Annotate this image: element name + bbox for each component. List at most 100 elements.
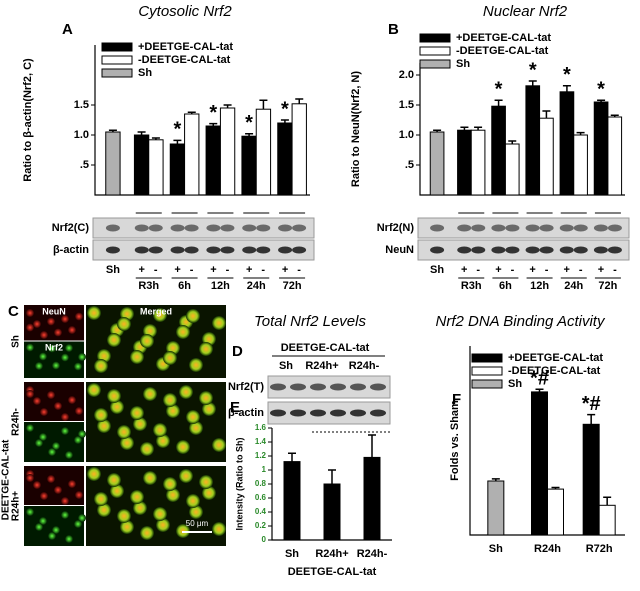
- lane-label: Sh: [106, 264, 120, 276]
- bar: [205, 125, 221, 196]
- blot-band: [491, 246, 506, 254]
- bar: [525, 85, 541, 196]
- cell: [26, 390, 34, 398]
- cell: [94, 492, 108, 506]
- cell: [143, 471, 157, 485]
- blot-band: [525, 246, 540, 254]
- cell: [52, 442, 60, 450]
- blot-strip: [92, 239, 315, 261]
- lane-label: +: [282, 264, 288, 276]
- cell: [61, 315, 69, 323]
- bar: [277, 122, 293, 196]
- bar: [547, 488, 564, 536]
- error-bar: [328, 469, 336, 484]
- blot-band: [134, 224, 149, 232]
- blot-band: [184, 224, 199, 232]
- error-bar: [576, 131, 585, 135]
- y-tick-label: 2.0: [399, 69, 414, 81]
- lane-label: Sh: [430, 264, 444, 276]
- lane-label: +: [210, 264, 216, 276]
- x-tick-label: 12h: [211, 280, 230, 292]
- cell: [176, 325, 190, 339]
- blot-band: [330, 383, 346, 391]
- blot-band: [573, 246, 588, 254]
- blot-band: [593, 224, 608, 232]
- y-tick-label: 0.2: [255, 521, 267, 530]
- cell: [133, 501, 147, 515]
- blot-band: [105, 224, 120, 232]
- chart-title: Cytosolic Nrf2: [138, 3, 232, 20]
- legend-label: +DEETGE-CAL-tat: [138, 41, 233, 53]
- blot-band: [310, 409, 326, 417]
- blot-band: [134, 246, 149, 254]
- blot-band: [573, 224, 588, 232]
- error-bar: [245, 133, 254, 137]
- error-bar: [433, 129, 442, 132]
- blot-band: [220, 246, 235, 254]
- legend-label: Sh: [138, 67, 152, 79]
- cell: [163, 477, 177, 491]
- cell: [166, 488, 180, 502]
- cell: [186, 410, 200, 424]
- bar: [291, 103, 307, 196]
- blot-band: [256, 246, 271, 254]
- blot-band: [491, 224, 506, 232]
- cell: [74, 436, 82, 444]
- cell: [65, 344, 73, 352]
- blot-band: [430, 246, 445, 254]
- y-tick-label: .5: [80, 159, 89, 171]
- blot-band: [370, 383, 386, 391]
- error-bar: [491, 478, 500, 481]
- channel-label: Nrf2: [45, 342, 63, 352]
- bar: [487, 480, 505, 536]
- legend-swatch: [419, 33, 451, 43]
- x-axis-label: DEETGE-CAL-tat: [288, 566, 377, 578]
- lane-label: +: [598, 264, 604, 276]
- error-bar: [508, 140, 517, 144]
- legend-swatch: [419, 59, 451, 69]
- cell: [186, 309, 200, 323]
- y-tick-label: 1.0: [74, 129, 89, 141]
- x-tick-label: R24h+: [315, 548, 348, 560]
- cell: [117, 425, 131, 439]
- y-axis-label: Intensity (Ratio to Sh): [234, 438, 244, 531]
- y-tick-label: 1.4: [255, 437, 267, 446]
- lane-label: -: [154, 264, 158, 276]
- cell: [47, 475, 55, 483]
- panel-label: C: [8, 303, 19, 320]
- lane-label: R24h+: [305, 360, 338, 372]
- legend-swatch: [471, 379, 503, 389]
- error-bar: [173, 139, 182, 144]
- lane-label: -: [297, 264, 301, 276]
- blot-band: [559, 246, 574, 254]
- cell: [156, 434, 170, 448]
- cell: [47, 391, 55, 399]
- cell: [120, 520, 134, 534]
- cell: [97, 419, 111, 433]
- lane-label: -: [579, 264, 583, 276]
- cell: [35, 523, 43, 531]
- error-bar: [460, 126, 469, 131]
- legend-swatch: [419, 46, 451, 56]
- cell: [199, 391, 213, 405]
- cell: [40, 492, 48, 500]
- y-tick-label: 1.2: [255, 451, 267, 460]
- cell: [212, 438, 226, 452]
- significance-mark: *: [174, 119, 182, 141]
- blot-row-label: Nrf2(C): [52, 222, 90, 234]
- cell: [176, 440, 190, 454]
- cell: [65, 535, 73, 543]
- blot-band: [525, 224, 540, 232]
- y-axis: [419, 63, 625, 196]
- cell: [189, 421, 203, 435]
- blot-band: [148, 224, 163, 232]
- bar: [470, 129, 486, 196]
- bar: [457, 129, 472, 196]
- cell: [189, 358, 203, 372]
- bar: [169, 143, 186, 196]
- lane-label: -: [545, 264, 549, 276]
- x-tick-label: 24h: [247, 280, 266, 292]
- cell: [163, 393, 177, 407]
- cell: [199, 475, 213, 489]
